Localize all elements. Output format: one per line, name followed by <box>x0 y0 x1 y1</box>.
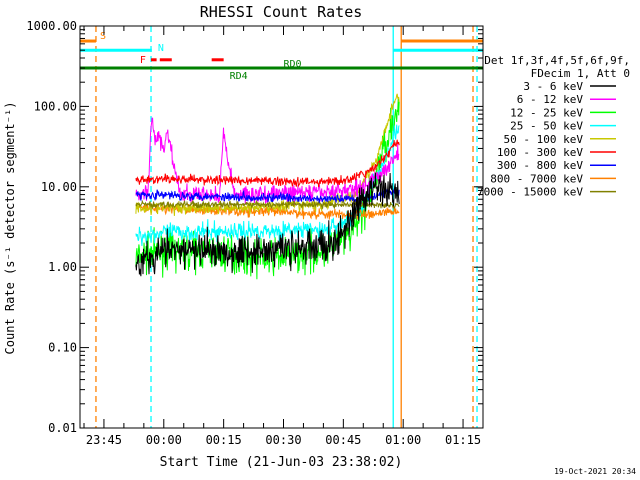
footer-timestamp: 19-Oct-2021 20:34 <box>554 467 636 476</box>
legend-entry-label: 50 - 100 keV <box>504 133 584 146</box>
x-axis-label: Start Time (21-Jun-03 23:38:02) <box>160 455 403 470</box>
x-tick-label: 00:15 <box>206 433 242 447</box>
y-tick-label: 0.01 <box>48 421 77 435</box>
series-line-8 <box>135 199 400 210</box>
plot-frame <box>79 25 484 429</box>
x-tick-label: 00:30 <box>265 433 301 447</box>
axis-ticks: 0.01 0.10 1.00 10.00 100.00 1000.00 23:45 00:00… <box>26 19 484 447</box>
y-tick-label: 0.10 <box>48 341 77 355</box>
legend-entry-label: 12 - 25 keV <box>510 106 583 119</box>
legend-entry-label: 6 - 12 keV <box>517 93 584 106</box>
legend-entry-label: 300 - 800 keV <box>497 159 583 172</box>
legend-header-line2: FDecim 1, Att 0 <box>531 67 630 80</box>
series-line-1 <box>135 117 400 206</box>
y-tick-label: 1.00 <box>48 260 77 274</box>
chart-title: RHESSI Count Rates <box>200 3 363 21</box>
x-tick-label: 00:45 <box>325 433 361 447</box>
x-tick-label: 23:45 <box>86 433 122 447</box>
x-tick-label: 01:00 <box>385 433 421 447</box>
annotation-label-f: F <box>140 55 146 66</box>
legend-entry-label: 3 - 6 keV <box>523 80 583 93</box>
legend-entry-label: 800 - 7000 keV <box>490 172 583 185</box>
annotation-label-rd4: RD4 <box>230 71 248 82</box>
annotation-label-rd0: RD0 <box>283 59 301 70</box>
legend-header-line1: Det 1f,3f,4f,5f,6f,9f, <box>484 54 630 67</box>
y-tick-label: 100.00 <box>34 99 77 113</box>
series-line-0 <box>135 172 400 277</box>
y-tick-label: 10.00 <box>41 180 77 194</box>
x-tick-label: 00:00 <box>146 433 182 447</box>
x-tick-label: 01:15 <box>445 433 481 447</box>
y-tick-label: 1000.00 <box>26 19 77 33</box>
plot-content: S N F RD0 RD4 <box>80 26 483 428</box>
series-line-5 <box>135 139 400 188</box>
series-line-6 <box>135 188 400 205</box>
legend-entry-label: 25 - 50 keV <box>510 120 583 133</box>
annotation-label-n: N <box>158 43 164 54</box>
y-axis-label: Count Rate (s⁻¹ detector segment⁻¹) <box>3 102 17 355</box>
legend-entry-label: 100 - 300 keV <box>497 146 583 159</box>
series-line-4 <box>135 93 400 216</box>
legend-entry-label: 7000 - 15000 keV <box>477 186 583 199</box>
legend: Det 1f,3f,4f,5f,6f,9f, FDecim 1, Att 0 3… <box>477 54 630 199</box>
annotation-label-s: S <box>100 31 106 42</box>
